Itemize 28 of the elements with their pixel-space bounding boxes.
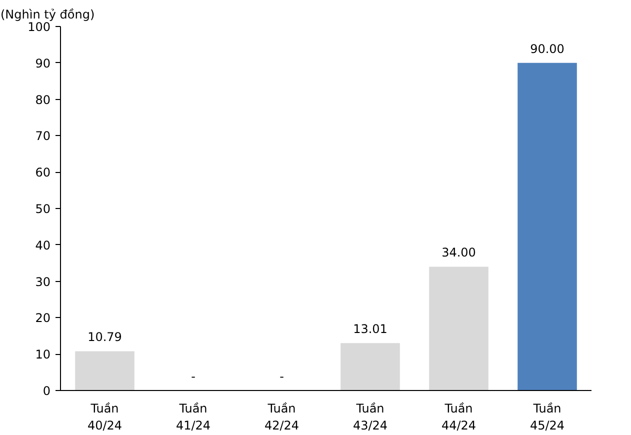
y-tick-label: 50 xyxy=(35,202,51,216)
x-tick-label: Tuần 41/24 xyxy=(176,402,211,432)
y-tick-label: 70 xyxy=(35,129,51,144)
x-tick-label: Tuần 45/24 xyxy=(530,402,565,432)
x-tick-label: Tuần 42/24 xyxy=(264,402,300,432)
bar xyxy=(340,343,400,390)
data-label: - xyxy=(191,370,196,384)
bar xyxy=(75,351,134,390)
y-tick-label: 90 xyxy=(35,56,51,70)
data-label: 10.79 xyxy=(88,330,122,344)
data-label: - xyxy=(280,370,284,384)
bar xyxy=(518,62,577,390)
y-tick-label: 40 xyxy=(35,238,51,252)
y-tick-label: 20 xyxy=(35,311,51,326)
y-tick-label: 0 xyxy=(42,384,51,398)
bar xyxy=(429,266,488,390)
y-tick-label: 10 xyxy=(35,348,51,362)
x-tick-label: Tuần 44/24 xyxy=(441,402,476,432)
data-label: 90.00 xyxy=(530,42,564,56)
data-label: 13.01 xyxy=(353,322,388,336)
data-label: 34.00 xyxy=(442,246,476,260)
x-tick-label: Tuần 43/24 xyxy=(352,402,388,432)
x-tick-label: Tuần 40/24 xyxy=(87,402,122,432)
y-tick-label: 80 xyxy=(35,92,51,107)
y-tick-label: 100 xyxy=(28,20,50,34)
y-tick-label: 60 xyxy=(35,166,51,180)
y-tick-label: 30 xyxy=(35,274,51,289)
y-axis-title: (Nghìn tỷ đồng) xyxy=(0,8,95,22)
